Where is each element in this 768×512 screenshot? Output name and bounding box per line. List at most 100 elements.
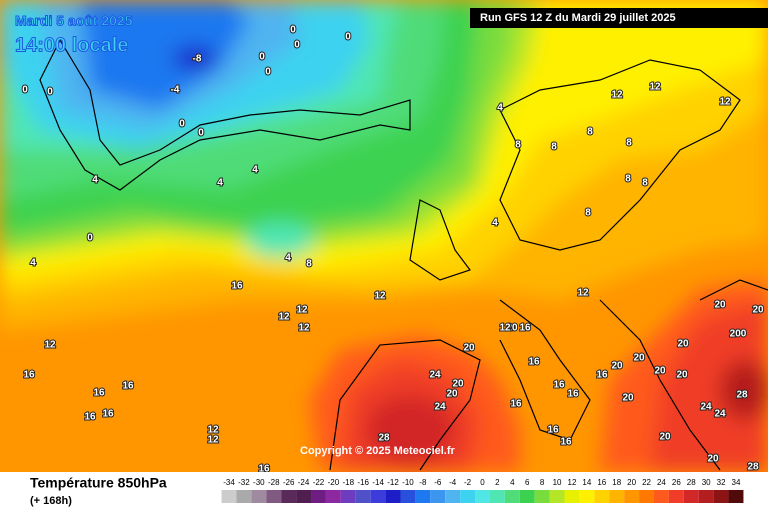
scale-label: -22 (313, 478, 325, 487)
scale-label: 10 (553, 478, 562, 487)
scale-swatch (221, 490, 237, 503)
scale-label: 12 (568, 478, 577, 487)
isotherm-label: 8 (551, 142, 557, 153)
isotherm-label: 8 (306, 259, 312, 270)
isotherm-label: 20 (752, 305, 764, 316)
scale-label: -4 (449, 478, 457, 487)
scale-swatch (624, 490, 640, 503)
isotherm-label: 12 (577, 288, 589, 299)
scale-label: 2 (495, 478, 500, 487)
scale-swatch (266, 490, 282, 503)
isotherm-label: 4 (497, 103, 503, 114)
scale-label: -16 (357, 478, 369, 487)
isotherm-label: 16 (528, 357, 540, 368)
isotherm-label: 16 (84, 412, 96, 423)
isotherm-label: 20 (714, 300, 726, 311)
isotherm-label: 8 (626, 138, 632, 149)
scale-swatch (728, 490, 744, 503)
isotherm-label: 20 (659, 432, 671, 443)
isotherm-label: 0 (22, 85, 28, 96)
isotherm-label: 20 (506, 323, 518, 334)
scale-label: -6 (434, 478, 442, 487)
isotherm-label: 16 (519, 323, 531, 334)
scale-swatch (385, 490, 401, 503)
isotherm-label: 0 (198, 128, 204, 139)
isotherm-label: 20 (446, 389, 458, 400)
isotherm-label: 0 (290, 25, 296, 36)
isotherm-label: 12 (374, 291, 386, 302)
forecast-time: 14:00 locale (15, 34, 128, 56)
isotherm-label: 0 (265, 67, 271, 78)
isotherm-label: 0 (179, 119, 185, 130)
run-box (470, 8, 768, 28)
isotherm-label: 0 (47, 87, 53, 98)
isotherm-label: 16 (122, 381, 134, 392)
scale-swatch (698, 490, 714, 503)
isotherm-label: 28 (736, 390, 748, 401)
isotherm-label: 20 (654, 366, 666, 377)
isotherm-label: 12 (44, 340, 56, 351)
scale-swatch (355, 490, 371, 503)
isotherm-label: 4 (492, 218, 498, 229)
isotherm-label: 16 (231, 281, 243, 292)
scale-swatch (579, 490, 595, 503)
isotherm-label: 4 (285, 253, 291, 264)
isotherm-label: 16 (23, 370, 35, 381)
scale-swatch (519, 490, 535, 503)
isotherm-label: 8 (587, 127, 593, 138)
scale-swatch (609, 490, 625, 503)
scale-label: -20 (328, 478, 340, 487)
isotherm-label: 24 (434, 402, 446, 413)
isotherm-label: 8 (585, 208, 591, 219)
scale-label: -18 (343, 478, 355, 487)
scale-swatch (370, 490, 386, 503)
scale-swatch (653, 490, 669, 503)
isotherm-label: 4 (217, 178, 223, 189)
scale-swatch (325, 490, 341, 503)
isotherm-label: 0 (294, 40, 300, 51)
scale-label: 24 (657, 478, 666, 487)
scale-label: 6 (525, 478, 530, 487)
isotherm-label: 12 (207, 425, 219, 436)
isotherm-label: 16 (547, 425, 559, 436)
isotherm-label: 20 (707, 454, 719, 465)
scale-swatch (683, 490, 699, 503)
isotherm-label: 28 (378, 433, 390, 444)
isotherm-label: 20 (633, 353, 645, 364)
scale-swatch (415, 490, 431, 503)
isotherm-label: 8 (642, 178, 648, 189)
footer-title: Température 850hPa (30, 475, 167, 491)
scale-swatch (713, 490, 729, 503)
forecast-date: Mardi 5 août 2025 (15, 13, 133, 29)
scale-swatch (281, 490, 297, 503)
isotherm-label: 20 (452, 379, 464, 390)
scale-swatch (489, 490, 505, 503)
scale-label: -28 (268, 478, 280, 487)
scale-label: 0 (480, 478, 485, 487)
isotherm-label: -4 (171, 85, 180, 96)
isotherm-label: 12 (719, 97, 731, 108)
isotherm-label: 16 (93, 388, 105, 399)
scale-label: -8 (419, 478, 427, 487)
scale-label: 14 (582, 478, 591, 487)
scale-label: 8 (540, 478, 545, 487)
isotherm-label: 28 (747, 462, 759, 473)
scale-label: 4 (510, 478, 515, 487)
scale-label: 34 (732, 478, 741, 487)
isotherm-label: 24 (714, 409, 726, 420)
coastlines (39, 38, 768, 471)
isotherm-label: 4 (92, 175, 98, 186)
isotherm-label: 16 (560, 437, 572, 448)
scale-swatch (564, 490, 580, 503)
isotherm-label: 16 (567, 389, 579, 400)
scale-swatch (504, 490, 520, 503)
scale-swatch (400, 490, 416, 503)
scale-swatch (475, 490, 490, 503)
isotherm-label: 12 (207, 435, 219, 446)
isotherm-label: 16 (258, 464, 270, 475)
scale-swatch (534, 490, 550, 503)
scale-label: -34 (223, 478, 235, 487)
isotherm-label: 20 (611, 361, 623, 372)
